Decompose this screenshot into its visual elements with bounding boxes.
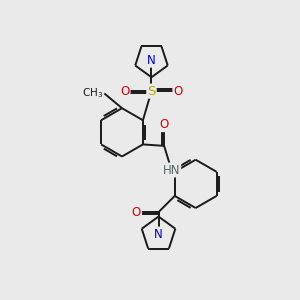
Text: S: S	[147, 85, 156, 98]
Text: N: N	[154, 228, 163, 241]
Text: O: O	[160, 118, 169, 131]
Text: CH$_3$: CH$_3$	[82, 87, 103, 100]
Text: HN: HN	[163, 164, 180, 176]
Text: N: N	[154, 228, 163, 241]
Text: O: O	[173, 85, 183, 98]
Text: O: O	[120, 85, 130, 98]
Text: O: O	[132, 206, 141, 219]
Text: N: N	[147, 54, 156, 67]
